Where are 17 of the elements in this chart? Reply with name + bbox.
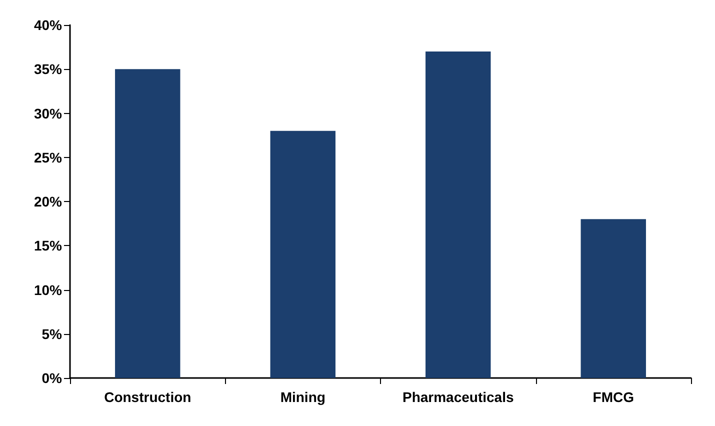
y-tick-label: 25% bbox=[34, 149, 63, 166]
bar bbox=[115, 69, 180, 378]
bar bbox=[270, 130, 336, 378]
y-tick-label: 40% bbox=[34, 17, 63, 33]
y-tick-label: 15% bbox=[34, 238, 63, 254]
y-tick-label: 10% bbox=[34, 282, 63, 298]
x-tick-label: FMCG bbox=[592, 389, 634, 405]
bar bbox=[580, 219, 646, 378]
y-tick-label: 35% bbox=[34, 61, 63, 78]
bar bbox=[426, 51, 491, 378]
x-tick-label: Construction bbox=[104, 389, 192, 405]
y-tick-label: 5% bbox=[42, 326, 63, 342]
y-tick-label: 30% bbox=[34, 105, 63, 122]
x-tick-label: Pharmaceuticals bbox=[402, 389, 514, 405]
x-tick-label: Mining bbox=[280, 389, 326, 405]
y-tick-label: 20% bbox=[34, 194, 63, 210]
y-tick-label: 0% bbox=[42, 370, 63, 386]
